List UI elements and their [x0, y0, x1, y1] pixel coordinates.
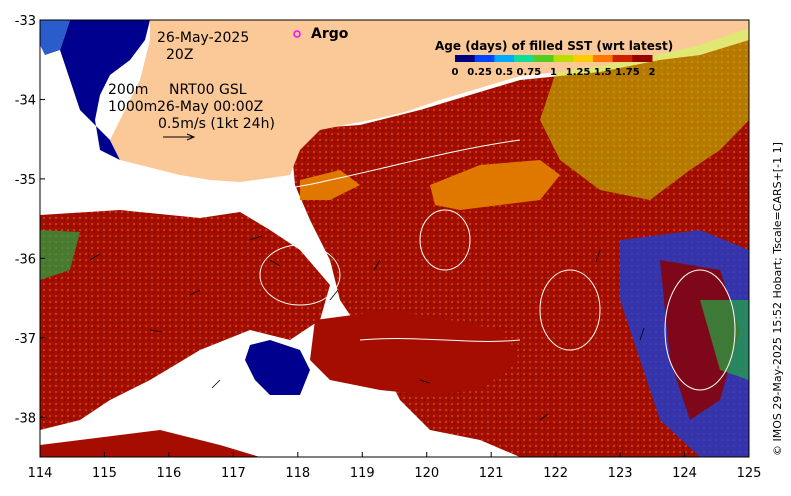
- colorbar-title: Age (days) of filled SST (wrt latest): [435, 39, 673, 53]
- sst-old-region-west: [40, 210, 330, 430]
- sst-fresh-blue-south: [245, 340, 310, 395]
- colorbar-tick-label: 0.25: [467, 67, 492, 78]
- colorbar-segment: [632, 55, 653, 62]
- y-tick-label: -38: [15, 411, 36, 426]
- colorbar-tick-label: 0: [452, 67, 459, 78]
- x-tick-label: 122: [543, 466, 568, 481]
- colorbar-segment: [474, 55, 495, 62]
- argo-marker-icon: [293, 30, 301, 38]
- contour-eddy-2: [259, 244, 341, 306]
- x-tick-label: 117: [221, 466, 246, 481]
- contour-line: [40, 139, 521, 201]
- plot-frame: [39, 19, 750, 458]
- y-tick-label: -37: [15, 332, 36, 347]
- sst-green-patch-east: [700, 300, 749, 380]
- colorbar-segment: [455, 55, 476, 62]
- y-tick-label: -33: [15, 14, 36, 29]
- y-tick-label: -36: [15, 252, 36, 267]
- depth-1000-label: 1000m: [108, 99, 157, 115]
- contour-eddy-4: [664, 269, 736, 391]
- current-vectors: [89, 235, 645, 421]
- x-tick-label: 125: [737, 466, 762, 481]
- x-tick-label: 119: [350, 466, 375, 481]
- sst-old-region-south: [310, 310, 520, 395]
- sst-fresh-blue-north: [60, 20, 150, 160]
- depth-200-label: 200m: [108, 82, 148, 98]
- x-tick-label: 121: [479, 466, 504, 481]
- colorbar-tick-label: 2: [649, 67, 656, 78]
- scale-arrow-icon: [163, 133, 196, 141]
- time-label: 20Z: [166, 47, 193, 63]
- x-tick-label: 116: [156, 466, 181, 481]
- colorbar-segment: [573, 55, 594, 62]
- colorbar-tick-label: 1.25: [566, 67, 591, 78]
- sst-green-patch-west: [40, 230, 80, 280]
- colorbar-tick-label: 0.5: [495, 67, 513, 78]
- product-label: NRT00 GSL: [169, 82, 247, 98]
- argo-label: Argo: [311, 26, 349, 42]
- x-tick-label: 114: [28, 466, 53, 481]
- colorbar-segment: [533, 55, 554, 62]
- product-time-label: 26-May 00:00Z: [157, 99, 263, 115]
- contour-line: [359, 338, 521, 342]
- colorbar-tick-label: 1.75: [615, 67, 640, 78]
- x-tick-label: 123: [608, 466, 633, 481]
- colorbar-segment: [553, 55, 574, 62]
- colorbar-tick-label: 0.75: [517, 67, 542, 78]
- colorbar-segment: [494, 55, 515, 62]
- colorbar-segment: [612, 55, 633, 62]
- colorbar-segment: [592, 55, 614, 62]
- colorbar-tick-label: 1: [550, 67, 557, 78]
- sst-fresh-fringe-east: [540, 25, 749, 200]
- x-tick-label: 124: [672, 466, 697, 481]
- sst-blue-corner: [40, 20, 70, 55]
- colorbar-segment: [514, 55, 535, 62]
- x-tick-label: 118: [285, 466, 310, 481]
- contours: [40, 139, 736, 391]
- axes: 114 115 116 117 118 119 120 121 122 123 124 125-33-…: [15, 14, 762, 481]
- y-tick-label: -34: [15, 93, 36, 108]
- x-tick-label: 115: [92, 466, 117, 481]
- colorbar-tick-label: 1.5: [594, 67, 612, 78]
- colorbar: 0 0.25 0.5 0.75 1 1.25 1.5 1.75 2: [452, 55, 656, 78]
- credit-text: © IMOS 29-May-2025 15:52 Hobart; Tscale=…: [771, 142, 784, 456]
- sst-orange-patch-2: [300, 170, 360, 200]
- contour-eddy-3: [539, 269, 601, 351]
- vector-scale-label: 0.5m/s (1kt 24h): [158, 116, 275, 132]
- sst-age-field: [40, 20, 749, 457]
- x-tick-label: 120: [414, 466, 439, 481]
- sst-old-region-southwest: [40, 430, 260, 457]
- sst-orange-patch: [430, 160, 560, 210]
- contour-eddy-1: [419, 209, 471, 271]
- date-label: 26-May-2025: [157, 30, 249, 46]
- y-tick-label: -35: [15, 173, 36, 188]
